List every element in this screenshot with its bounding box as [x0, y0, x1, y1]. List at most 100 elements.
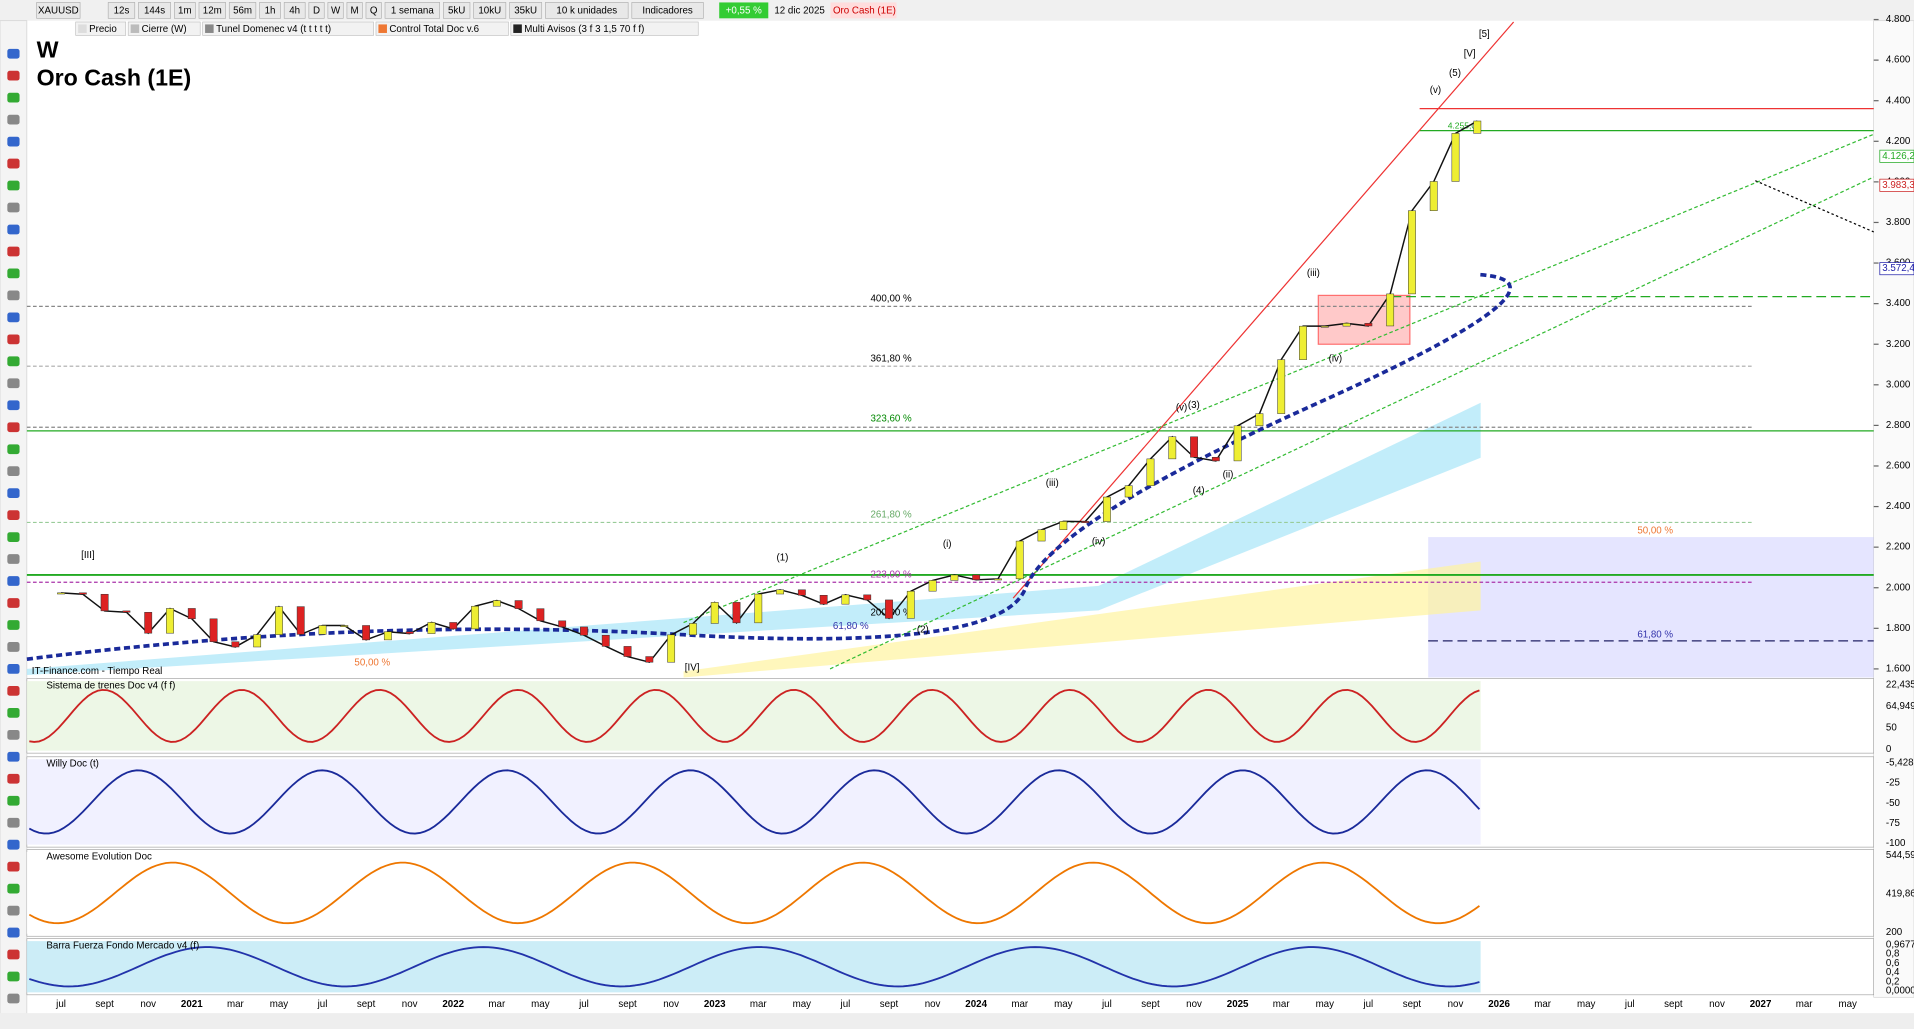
- toolbar-label[interactable]: 35kU: [514, 6, 537, 17]
- tool-icon[interactable]: [7, 268, 20, 279]
- toolbar-label[interactable]: 10 k unidades: [556, 6, 617, 17]
- legend-item[interactable]: [127, 21, 201, 36]
- tool-icon[interactable]: [7, 664, 20, 674]
- legend-item[interactable]: [375, 21, 509, 36]
- tool-icon[interactable]: [7, 510, 20, 520]
- tool-icon[interactable]: [7, 180, 20, 191]
- tool-icon[interactable]: [7, 620, 20, 630]
- toolbar-button[interactable]: [631, 2, 704, 19]
- toolbar-label[interactable]: 5kU: [448, 6, 465, 17]
- toolbar-label[interactable]: 12s: [114, 6, 130, 17]
- toolbar-label[interactable]: 1h: [265, 6, 276, 17]
- toolbar-button[interactable]: [107, 2, 136, 19]
- tool-icon[interactable]: [7, 202, 20, 213]
- toolbar-button[interactable]: [36, 2, 81, 19]
- tool-icon[interactable]: [7, 246, 20, 257]
- tool-icon[interactable]: [7, 114, 20, 125]
- toolbar-button[interactable]: [473, 2, 507, 19]
- toolbar-label[interactable]: Indicadores: [642, 6, 693, 17]
- y-tick-label: 4.600: [1886, 55, 1911, 66]
- tool-icon[interactable]: [7, 334, 20, 345]
- tool-icon[interactable]: [7, 136, 20, 147]
- candle: [318, 625, 327, 635]
- toolbar-button[interactable]: [327, 2, 344, 19]
- tool-icon[interactable]: [7, 422, 20, 433]
- tool-icon[interactable]: [7, 312, 20, 323]
- legend-label[interactable]: Multi Avisos (3 f 3 1,5 70 f f): [524, 24, 644, 35]
- tool-icon[interactable]: [7, 356, 20, 367]
- x-tick-label: mar: [488, 999, 506, 1010]
- tool-icon[interactable]: [7, 576, 20, 586]
- tool-icon[interactable]: [7, 532, 20, 542]
- legend-label[interactable]: Precio: [89, 24, 117, 35]
- toolbar-label[interactable]: 12m: [203, 6, 222, 17]
- panel-fill: [26, 852, 1481, 934]
- toolbar-button[interactable]: [228, 2, 257, 19]
- tool-icon[interactable]: [7, 642, 20, 652]
- tool-icon[interactable]: [7, 773, 20, 784]
- tool-icon[interactable]: [7, 993, 20, 1004]
- x-tick-label: nov: [1448, 999, 1464, 1010]
- toolbar-label[interactable]: 56m: [233, 6, 252, 17]
- tool-icon[interactable]: [7, 48, 20, 59]
- tool-icon[interactable]: [7, 861, 20, 872]
- legend-label[interactable]: Cierre (W): [142, 24, 187, 35]
- toolbar-button[interactable]: [259, 2, 281, 19]
- tool-icon[interactable]: [7, 817, 20, 828]
- candle: [383, 631, 392, 641]
- toolbar-button[interactable]: [308, 2, 325, 19]
- tool-icon[interactable]: [7, 751, 20, 762]
- wave-label: [5]: [1479, 29, 1490, 40]
- toolbar-button[interactable]: [443, 2, 471, 19]
- toolbar-button[interactable]: [384, 2, 440, 19]
- toolbar-label[interactable]: M: [351, 6, 359, 17]
- toolbar-button[interactable]: [138, 2, 171, 19]
- tool-icon[interactable]: [7, 707, 20, 718]
- toolbar-button[interactable]: [174, 2, 196, 19]
- toolbar-label[interactable]: D: [313, 6, 320, 17]
- toolbar-label[interactable]: 1m: [178, 6, 192, 17]
- tool-icon[interactable]: [7, 927, 20, 938]
- tool-icon[interactable]: [7, 70, 20, 81]
- toolbar-label[interactable]: 1 semana: [391, 6, 434, 17]
- tool-icon[interactable]: [7, 598, 20, 608]
- tool-icon[interactable]: [7, 158, 20, 169]
- tool-icon[interactable]: [7, 686, 20, 696]
- toolbar-button[interactable]: [283, 2, 306, 19]
- toolbar-label[interactable]: 144s: [144, 6, 165, 17]
- toolbar-label[interactable]: Q: [370, 6, 378, 17]
- tool-icon[interactable]: [7, 400, 20, 411]
- tool-icon[interactable]: [7, 883, 20, 894]
- tool-icon[interactable]: [7, 92, 20, 103]
- legend-label[interactable]: Control Total Doc v.6: [389, 24, 479, 35]
- legend-item[interactable]: [510, 21, 699, 36]
- tool-icon[interactable]: [7, 488, 20, 499]
- legend-item[interactable]: [75, 21, 127, 36]
- toolbar-button[interactable]: [365, 2, 382, 19]
- tool-icon[interactable]: [7, 290, 20, 301]
- tool-icon[interactable]: [7, 905, 20, 916]
- tool-icon[interactable]: [7, 444, 20, 455]
- legend-item[interactable]: [202, 21, 374, 36]
- tool-icon[interactable]: [7, 554, 20, 564]
- candle: [1190, 436, 1198, 458]
- toolbar-label[interactable]: 4h: [289, 6, 300, 17]
- toolbar-button[interactable]: [509, 2, 543, 19]
- tool-icon[interactable]: [7, 971, 20, 982]
- toolbar-button[interactable]: [545, 2, 629, 19]
- toolbar-button[interactable]: [198, 2, 226, 19]
- candle: [1211, 457, 1220, 462]
- tool-icon[interactable]: [7, 466, 20, 477]
- tool-icon[interactable]: [7, 729, 20, 740]
- toolbar-label[interactable]: XAUUSD: [38, 6, 79, 17]
- tool-icon[interactable]: [7, 378, 20, 389]
- tool-icon[interactable]: [7, 795, 20, 806]
- tool-icon[interactable]: [7, 949, 20, 960]
- toolbar-button[interactable]: [346, 2, 363, 19]
- tool-icon[interactable]: [7, 839, 20, 850]
- wave-label: (iii): [1307, 268, 1320, 279]
- toolbar-label[interactable]: 10kU: [478, 6, 501, 17]
- legend-label[interactable]: Tunel Domenec v4 (t t t t t): [216, 24, 331, 35]
- toolbar-label[interactable]: W: [331, 6, 341, 17]
- tool-icon[interactable]: [7, 224, 20, 235]
